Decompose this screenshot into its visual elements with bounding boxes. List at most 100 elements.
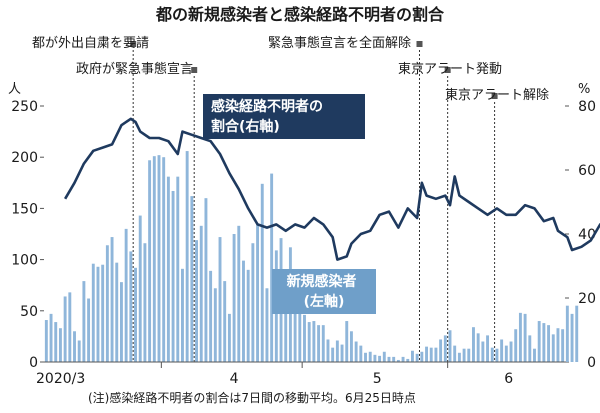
bar xyxy=(514,329,518,362)
bar xyxy=(556,328,560,362)
bar xyxy=(270,173,274,362)
left-tick-label: 0 xyxy=(29,355,38,371)
bar xyxy=(317,325,321,362)
bar xyxy=(265,288,269,362)
bar xyxy=(481,341,485,362)
bar xyxy=(331,347,335,362)
bar xyxy=(326,339,330,362)
bar xyxy=(171,190,175,362)
line-label-box xyxy=(203,94,365,139)
bar xyxy=(373,354,377,362)
unknown-route-share-line xyxy=(63,117,600,261)
bar xyxy=(434,347,438,362)
line-label-line-1: 感染経路不明者の xyxy=(211,98,323,115)
bar xyxy=(340,344,344,362)
bar xyxy=(195,240,198,362)
bar xyxy=(176,176,180,362)
bar xyxy=(401,356,405,362)
bar xyxy=(561,329,565,362)
left-tick-label: 50 xyxy=(20,304,38,320)
bar xyxy=(152,156,156,362)
bar xyxy=(223,281,227,362)
bar xyxy=(190,196,194,362)
bar xyxy=(411,350,414,362)
bar xyxy=(232,234,236,362)
bar xyxy=(284,271,288,362)
bar xyxy=(49,313,53,362)
bar xyxy=(368,351,372,362)
bar xyxy=(467,348,471,362)
bar xyxy=(54,322,58,362)
bar xyxy=(148,160,152,362)
bar xyxy=(227,313,231,362)
bar xyxy=(82,281,86,362)
event-label-tokyo-alert-lifted: 東京アラート解除 xyxy=(445,87,549,103)
bar xyxy=(157,155,161,362)
event-marker-square xyxy=(491,93,498,99)
bar xyxy=(129,251,133,362)
bar xyxy=(115,262,119,362)
bar xyxy=(105,245,109,362)
bar xyxy=(91,263,95,362)
bar xyxy=(143,243,147,362)
event-marker-square xyxy=(416,41,423,47)
bar-label-line-1: 新規感染者 xyxy=(287,273,357,290)
bar xyxy=(58,328,62,362)
left-tick-label: 150 xyxy=(11,201,38,217)
bar xyxy=(96,266,100,362)
bar xyxy=(457,352,461,362)
bar xyxy=(443,335,447,362)
month-label: 5 xyxy=(373,371,382,387)
bar xyxy=(509,341,513,362)
bar xyxy=(387,356,391,362)
bar xyxy=(218,237,222,362)
bar xyxy=(345,321,349,362)
bar xyxy=(251,243,255,362)
bar xyxy=(439,339,443,362)
event-marker-square xyxy=(444,67,451,73)
bar xyxy=(242,260,245,362)
bar xyxy=(354,341,358,362)
left-axis-unit: 人 xyxy=(8,82,21,97)
bar xyxy=(472,327,475,362)
bar xyxy=(495,348,499,362)
bar xyxy=(382,351,386,362)
month-label: 6 xyxy=(504,371,513,387)
bar xyxy=(415,353,419,362)
bar xyxy=(453,345,457,362)
bar xyxy=(134,267,137,362)
bar xyxy=(570,313,574,362)
right-axis-unit: % xyxy=(578,82,590,97)
line-label-line-2: 割合(右軸) xyxy=(211,118,280,135)
bar xyxy=(77,340,81,362)
bar xyxy=(518,312,522,362)
right-tick-label: 80 xyxy=(578,99,596,115)
bar xyxy=(119,282,123,362)
bar xyxy=(523,313,527,362)
bar xyxy=(359,345,363,362)
bar-series xyxy=(44,151,579,362)
bar xyxy=(246,269,250,362)
bar xyxy=(486,335,490,362)
bar xyxy=(396,359,400,362)
bar xyxy=(166,176,170,362)
bar xyxy=(307,322,311,362)
bar xyxy=(420,351,424,362)
bar xyxy=(575,305,579,362)
left-tick-label: 250 xyxy=(11,99,38,115)
bar xyxy=(260,183,264,362)
chart-note: (注)感染経路不明者の割合は7日間の移動平均。6月25日時点 xyxy=(88,390,416,405)
bar xyxy=(504,345,508,362)
bar xyxy=(448,330,452,362)
chart-title: 都の新規感染者と感染経路不明者の割合 xyxy=(155,5,445,24)
bar xyxy=(124,228,128,362)
bar xyxy=(312,321,316,362)
bar xyxy=(237,225,241,362)
event-label-stay-home-request: 都が外出自粛を要請 xyxy=(32,36,149,51)
line-label: 感染経路不明者の 割合(右軸) xyxy=(211,98,328,135)
bar xyxy=(476,333,480,362)
bar xyxy=(101,264,105,362)
bar xyxy=(204,198,208,362)
bar xyxy=(462,348,466,362)
